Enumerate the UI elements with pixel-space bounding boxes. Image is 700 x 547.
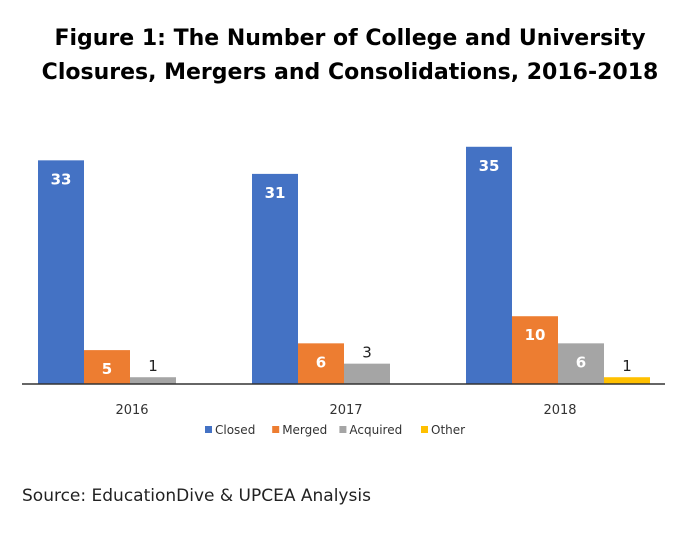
legend-label-merged: Merged — [282, 423, 327, 437]
data-label-closed-2017: 31 — [265, 184, 286, 202]
bar-acquired-2016 — [130, 377, 176, 384]
data-label-merged-2017: 6 — [316, 353, 326, 371]
legend-label-other: Other — [431, 423, 465, 437]
legend-label-acquired: Acquired — [349, 423, 402, 437]
bar-acquired-2017 — [344, 363, 390, 384]
bar-closed-2016 — [38, 160, 84, 384]
legend-label-closed: Closed — [215, 423, 255, 437]
bar-merged-2016 — [84, 350, 130, 384]
legend-swatch-closed — [205, 426, 212, 433]
data-label-acquired-2017: 3 — [362, 344, 372, 362]
data-label-closed-2016: 33 — [51, 170, 72, 188]
chart-title-line-2: Closures, Mergers and Consolidations, 20… — [41, 60, 659, 85]
data-label-acquired-2018: 6 — [576, 353, 586, 371]
source-note: Source: EducationDive & UPCEA Analysis — [22, 486, 371, 506]
bar-closed-2018 — [466, 146, 512, 384]
data-label-acquired-2016: 1 — [148, 357, 158, 375]
bar-acquired-2018 — [558, 343, 604, 384]
data-label-closed-2018: 35 — [479, 157, 500, 175]
bar-other-2018 — [604, 377, 650, 384]
legend-swatch-acquired — [339, 426, 347, 433]
data-label-merged-2016: 5 — [102, 360, 112, 378]
chart-title: Figure 1: The Number of College and Univ… — [0, 22, 700, 90]
bar-merged-2018 — [512, 316, 558, 384]
legend-swatch-other — [421, 426, 428, 433]
bar-merged-2017 — [298, 343, 344, 384]
x-tick-2016: 2016 — [115, 403, 148, 418]
bar-closed-2017 — [252, 173, 298, 384]
chart-title-line-1: Figure 1: The Number of College and Univ… — [54, 26, 646, 51]
bar-chart: 33 5 1 2016 31 6 3 2017 35 10 6 1 2018 Closed Merged Ac… — [22, 146, 665, 437]
x-tick-2018: 2018 — [543, 403, 576, 418]
legend-swatch-merged — [272, 426, 280, 433]
data-label-other-2018: 1 — [622, 357, 632, 375]
data-label-merged-2018: 10 — [525, 326, 546, 344]
x-tick-2017: 2017 — [329, 403, 362, 418]
